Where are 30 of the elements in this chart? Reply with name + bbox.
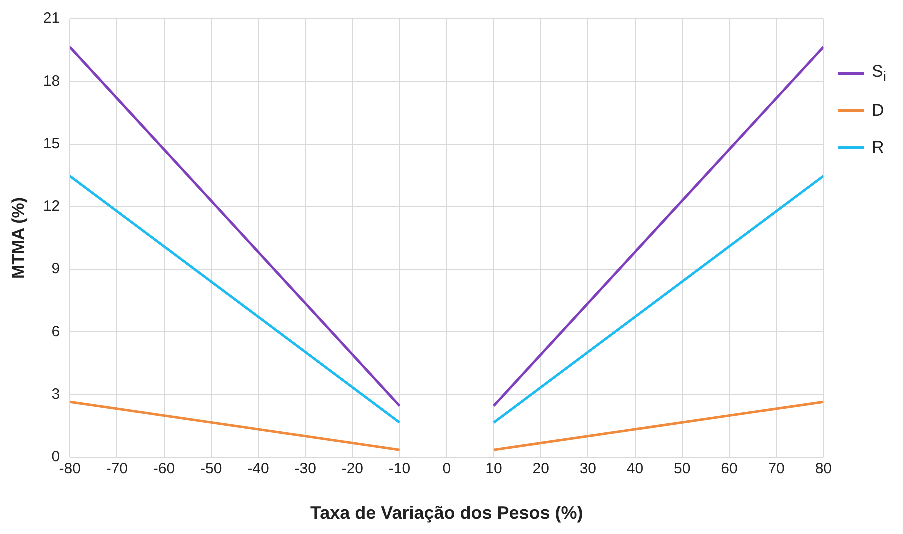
- x-tick-label: -70: [106, 460, 128, 478]
- legend-label: R: [872, 138, 884, 158]
- y-tick-label: 12: [43, 198, 60, 216]
- x-tick-label: 10: [486, 460, 502, 478]
- y-tick-label: 18: [43, 72, 60, 90]
- y-tick-label: 0: [52, 448, 60, 466]
- x-tick-label: 50: [674, 460, 691, 478]
- x-tick-label: 60: [721, 460, 738, 478]
- x-tick-label: 20: [532, 460, 550, 478]
- x-tick-label: 40: [626, 460, 644, 478]
- x-tick-label: 0: [442, 460, 452, 478]
- y-tick-label: 3: [52, 386, 60, 403]
- legend-label: S$_{i}$: [872, 62, 886, 86]
- x-tick-label: -10: [388, 460, 411, 478]
- legend-label: D: [872, 100, 884, 120]
- y-tick-label: 9: [52, 260, 60, 278]
- x-tick-label: 70: [768, 460, 785, 478]
- y-tick-label: 6: [52, 323, 60, 340]
- x-tick-label: -60: [153, 460, 176, 478]
- x-tick-label: 80: [815, 460, 832, 478]
- x-tick-label: -20: [342, 460, 364, 478]
- x-tick-label: -30: [294, 460, 316, 478]
- y-tick-label: 21: [43, 10, 60, 28]
- x-tick-label: -40: [248, 460, 270, 478]
- y-axis-title: MTMA (%): [8, 197, 28, 279]
- x-tick-label: -80: [59, 460, 81, 478]
- y-tick-label: 15: [43, 135, 60, 152]
- x-axis-title: Taxa de Variação dos Pesos (%): [310, 503, 584, 524]
- x-tick-label: 30: [580, 460, 597, 478]
- x-tick-label: -50: [200, 460, 222, 478]
